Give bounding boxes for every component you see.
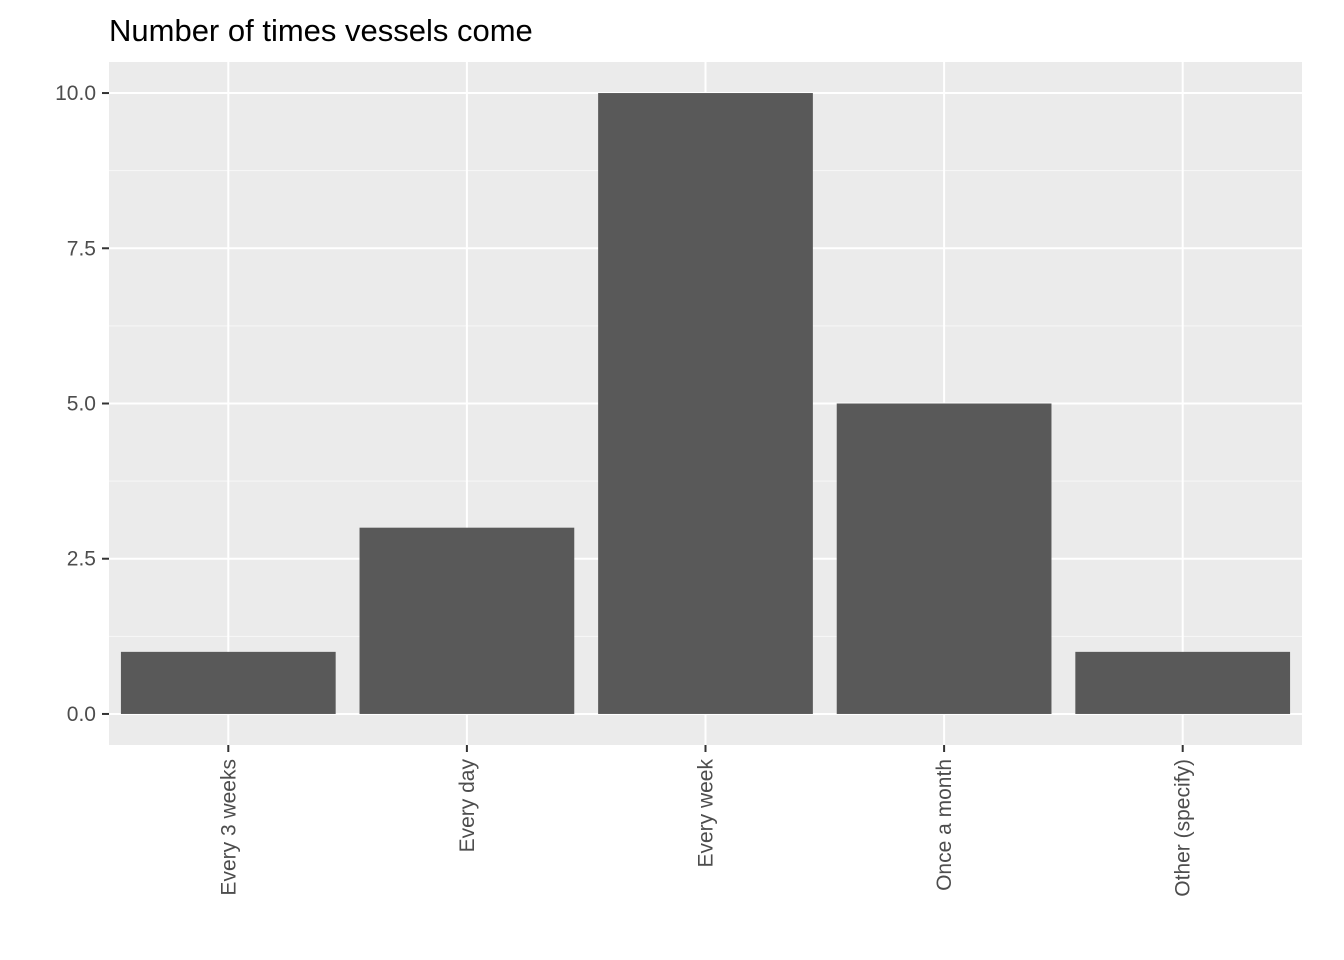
y-axis: 0.0 2.5 5.0 7.5 10.0 (55, 82, 109, 726)
y-tick-label: 0.0 (67, 703, 96, 726)
x-tick-label: Once a month (933, 759, 956, 891)
y-tick-label: 2.5 (67, 548, 96, 571)
y-tick-label: 5.0 (67, 393, 96, 416)
y-tick-label: 10.0 (55, 82, 96, 105)
bar (359, 527, 575, 714)
y-tick-label: 7.5 (67, 237, 96, 260)
chart-title: Number of times vessels come (109, 13, 533, 48)
bar (120, 651, 336, 714)
bar (1075, 651, 1291, 714)
bar (836, 403, 1052, 714)
bars (120, 93, 1291, 714)
x-axis: Every 3 weeks Every day Every week Once a m… (217, 745, 1195, 897)
x-tick-label: Every day (456, 759, 479, 853)
bar (598, 93, 813, 714)
x-tick-label: Other (specify) (1172, 759, 1195, 897)
x-tick-label: Every 3 weeks (217, 759, 240, 896)
x-tick-label: Every week (695, 759, 718, 868)
